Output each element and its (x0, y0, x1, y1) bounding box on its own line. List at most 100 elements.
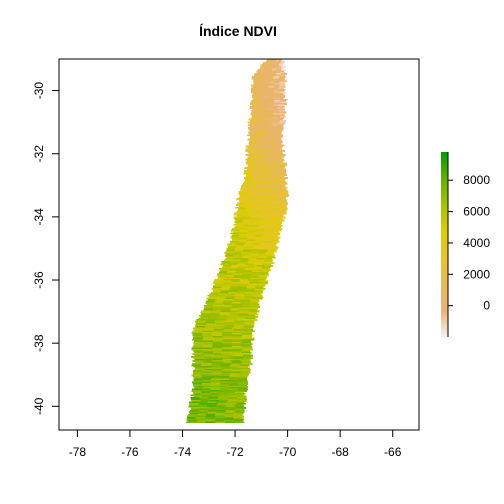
raster-cell (247, 311, 257, 314)
raster-cell (212, 309, 222, 311)
raster-cell (234, 394, 245, 397)
raster-cell (250, 130, 256, 132)
raster-cell (265, 141, 272, 144)
raster-cell (245, 154, 253, 157)
raster-cell (246, 289, 256, 291)
raster-cell (215, 297, 226, 300)
raster-cell (226, 293, 236, 296)
raster-cell (274, 59, 278, 61)
raster-cell (212, 371, 223, 374)
raster-cell (197, 404, 208, 407)
raster-cell (262, 199, 271, 202)
raster-cell (251, 247, 261, 250)
raster-cell (266, 121, 274, 124)
raster-cell (224, 326, 235, 328)
raster-cell (271, 232, 281, 235)
raster-cell (240, 230, 249, 233)
raster-cell (249, 282, 259, 284)
raster-cell (278, 64, 283, 67)
raster-cell (222, 346, 233, 348)
raster-cell (256, 257, 265, 260)
raster-cell (192, 327, 204, 330)
raster-cell (266, 155, 273, 158)
raster-cell (214, 279, 224, 282)
raster-cell (211, 347, 223, 350)
raster-cell (245, 202, 255, 205)
raster-cell (200, 311, 211, 314)
raster-cell (248, 128, 255, 131)
raster-cell (228, 400, 238, 402)
raster-cell (231, 350, 241, 353)
raster-cell (270, 71, 277, 74)
raster-cell (239, 238, 248, 240)
raster-cell (250, 87, 257, 90)
raster-cell (248, 257, 257, 260)
raster-cell (237, 263, 246, 266)
raster-cell (253, 131, 260, 134)
raster-cell (218, 391, 228, 394)
raster-cell (201, 392, 211, 395)
raster-cell (265, 128, 272, 131)
raster-cell (246, 205, 256, 208)
raster-cell (231, 341, 242, 344)
raster-cell (202, 363, 213, 365)
raster-cell (279, 76, 286, 78)
raster-cell (260, 64, 265, 67)
raster-cell (253, 165, 261, 168)
raster-cell (235, 203, 245, 206)
raster-cell (253, 246, 262, 249)
raster-cell (227, 392, 237, 395)
raster-cell (192, 371, 203, 374)
raster-cell (219, 395, 229, 398)
raster-cell (243, 270, 253, 273)
raster-cell (251, 104, 258, 107)
raster-cell (225, 405, 236, 408)
raster-cell (271, 135, 278, 138)
raster-cell (212, 327, 223, 330)
raster-cell (242, 273, 252, 276)
raster-cell (194, 324, 206, 327)
raster-cell (271, 127, 278, 130)
raster-cell (279, 182, 288, 185)
raster-cell (252, 245, 261, 247)
raster-cell (237, 209, 247, 212)
raster-cell (249, 139, 256, 142)
raster-cell (193, 378, 203, 381)
raster-cell (276, 124, 284, 127)
raster-cell (253, 242, 262, 245)
raster-cell (270, 166, 278, 169)
raster-cell (245, 317, 256, 320)
raster-cell (232, 361, 242, 364)
raster-cell (190, 394, 200, 397)
raster-cell (244, 320, 255, 323)
raster-cell (269, 203, 279, 206)
raster-cell (243, 294, 254, 297)
raster-cell (277, 185, 286, 188)
raster-cell (233, 216, 243, 219)
raster-cell (279, 192, 289, 195)
raster-cell (275, 71, 281, 74)
raster-cell (191, 381, 202, 384)
raster-cell (273, 77, 279, 80)
raster-cell (241, 331, 252, 334)
raster-cell (231, 239, 240, 242)
raster-cell (262, 120, 269, 122)
raster-cell (275, 132, 282, 135)
raster-cell (260, 155, 267, 158)
raster-cell (256, 262, 266, 264)
raster-cell (272, 223, 282, 226)
raster-cell (265, 262, 275, 264)
raster-cell (251, 77, 258, 80)
raster-cell (196, 323, 207, 326)
raster-cell (266, 144, 273, 147)
raster-cell (265, 226, 274, 229)
raster-cell (242, 249, 252, 252)
raster-cell (236, 292, 246, 294)
raster-cell (238, 381, 249, 384)
raster-cell (233, 328, 244, 331)
raster-cell (272, 63, 277, 66)
raster-cell (217, 274, 227, 277)
raster-cell (251, 90, 257, 93)
raster-cell (271, 181, 280, 184)
